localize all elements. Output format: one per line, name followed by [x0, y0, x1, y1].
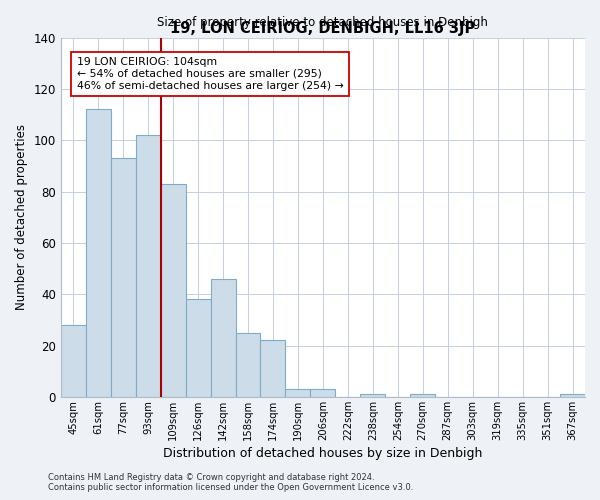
Text: Contains HM Land Registry data © Crown copyright and database right 2024.
Contai: Contains HM Land Registry data © Crown c… — [48, 473, 413, 492]
Bar — [111, 158, 136, 397]
Bar — [260, 340, 286, 397]
Bar — [236, 332, 260, 397]
Bar — [410, 394, 435, 397]
Y-axis label: Number of detached properties: Number of detached properties — [15, 124, 28, 310]
Bar — [211, 279, 236, 397]
Bar — [185, 300, 211, 397]
Bar — [286, 389, 310, 397]
Bar — [361, 394, 385, 397]
Text: Size of property relative to detached houses in Denbigh: Size of property relative to detached ho… — [157, 16, 488, 28]
Bar — [310, 389, 335, 397]
Bar — [86, 110, 111, 397]
Title: 19, LON CEIRIOG, DENBIGH, LL16 3JP: 19, LON CEIRIOG, DENBIGH, LL16 3JP — [170, 22, 476, 36]
X-axis label: Distribution of detached houses by size in Denbigh: Distribution of detached houses by size … — [163, 447, 482, 460]
Bar — [136, 135, 161, 397]
Bar — [61, 325, 86, 397]
Bar — [560, 394, 585, 397]
Bar — [161, 184, 185, 397]
Text: 19 LON CEIRIOG: 104sqm
← 54% of detached houses are smaller (295)
46% of semi-de: 19 LON CEIRIOG: 104sqm ← 54% of detached… — [77, 58, 343, 90]
